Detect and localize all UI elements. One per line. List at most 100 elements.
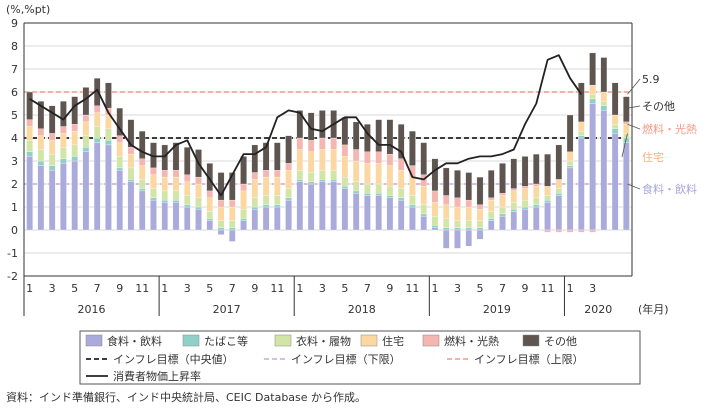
bar-segment-clothing xyxy=(397,188,405,198)
bar-segment-housing xyxy=(465,206,472,221)
x-month-label: 3 xyxy=(184,282,191,295)
bar-segment-clothing xyxy=(375,183,382,194)
bar-segment-food xyxy=(172,202,180,231)
bar-segment-clothing xyxy=(37,149,45,162)
bar-segment-clothing xyxy=(319,170,326,180)
bar-segment-tobacco xyxy=(48,165,56,171)
bar-segment-tobacco xyxy=(386,195,394,198)
y-tick-label: 1 xyxy=(11,201,18,214)
bar-segment-clothing xyxy=(510,202,518,210)
bar-segment-tobacco xyxy=(611,128,619,134)
bar-segment-tobacco xyxy=(307,181,315,185)
bar-segment-fuel xyxy=(307,140,315,152)
bar-segment-clothing xyxy=(296,170,304,180)
bar-segment-other xyxy=(623,96,630,123)
bar-segment-food xyxy=(262,206,270,231)
bar-segment-tobacco xyxy=(184,204,191,208)
bar-segment-fuel xyxy=(442,195,450,205)
bar-segment-other xyxy=(364,124,371,152)
bar-segment-housing xyxy=(555,179,563,189)
bar-segment-tobacco xyxy=(217,227,225,231)
bar-segment-tobacco xyxy=(206,218,214,221)
y-tick-label: 4 xyxy=(11,132,18,145)
x-month-label: 5 xyxy=(477,282,484,295)
side-leader-food xyxy=(627,183,641,190)
bar-segment-food xyxy=(544,202,551,231)
y-tick-label: 9 xyxy=(11,17,18,30)
bar-segment-food xyxy=(589,103,596,231)
bar-segment-other xyxy=(476,176,484,205)
bar-segment-other xyxy=(397,124,405,159)
bar-segment-food xyxy=(105,144,112,231)
bar-segment-clothing xyxy=(217,220,225,228)
y-tick-label: -1 xyxy=(7,247,18,260)
bar-segment-housing xyxy=(26,126,33,141)
bar-segment-tobacco xyxy=(127,179,135,182)
bar-segment-housing xyxy=(476,209,484,221)
bar-segment-housing xyxy=(544,186,551,196)
bar-segment-fuel xyxy=(499,193,506,196)
bar-segment-food xyxy=(409,206,416,231)
bar-segment-clothing xyxy=(589,94,596,100)
bar-segment-other xyxy=(240,156,247,185)
bar-segment-housing xyxy=(341,156,349,178)
side-leader-cpi xyxy=(627,78,641,95)
bar-segment-housing xyxy=(533,186,540,198)
bar-segment-clothing xyxy=(488,211,495,219)
bar-segment-housing xyxy=(375,163,382,185)
bar-segment-housing xyxy=(240,190,247,210)
bar-segment-tobacco xyxy=(510,209,518,212)
bar-segment-other xyxy=(206,163,214,192)
bar-segment-food xyxy=(285,199,292,231)
cpi-line-layer xyxy=(29,54,583,197)
x-month-label: 7 xyxy=(229,282,236,295)
bar-segment-fuel xyxy=(589,229,596,233)
x-month-label: 7 xyxy=(364,282,371,295)
bar-segment-other xyxy=(465,172,472,201)
bar-segment-fuel xyxy=(172,170,180,178)
bar-segment-tobacco xyxy=(578,135,585,139)
bar-segment-tobacco xyxy=(454,227,461,231)
gridlines xyxy=(24,22,632,277)
bar-segment-clothing xyxy=(454,220,461,228)
bar-segment-fuel xyxy=(26,119,33,127)
bar-segment-housing xyxy=(251,179,259,198)
side-leader-housing xyxy=(621,133,628,158)
bar-segment-other xyxy=(375,119,382,152)
source-note: 資料：インド準備銀行、インド中央統計局、CEIC Database から作成。 xyxy=(6,391,367,404)
bar-segment-other xyxy=(566,114,574,152)
bar-segment-clothing xyxy=(330,170,337,180)
bar-segment-tobacco xyxy=(544,199,551,203)
bar-segment-tobacco xyxy=(37,160,45,166)
side-label-fuel: 燃料・光熱 xyxy=(642,122,697,136)
bar-segment-housing xyxy=(431,202,439,217)
bar-segment-tobacco xyxy=(285,197,292,201)
side-leader-other xyxy=(627,105,641,109)
bar-segment-fuel xyxy=(217,199,225,208)
bar-segment-tobacco xyxy=(262,204,270,208)
bar-segment-tobacco xyxy=(420,213,427,217)
bar-segment-tobacco xyxy=(274,204,281,208)
bar-segment-fuel xyxy=(330,137,337,150)
bar-segment-fuel xyxy=(37,128,45,136)
bar-segment-other xyxy=(26,91,33,120)
y-tick-label: -2 xyxy=(7,270,18,283)
bar-segment-clothing xyxy=(26,140,33,152)
y-axis-unit-label: (%,%pt) xyxy=(6,3,50,16)
bar-segment-clothing xyxy=(138,179,146,189)
bar-segment-other xyxy=(442,167,450,196)
bar-segment-tobacco xyxy=(150,197,157,201)
x-month-label: 3 xyxy=(589,282,596,295)
bar-segment-tobacco xyxy=(600,105,608,111)
bar-segment-fuel xyxy=(251,172,259,180)
bar-segment-fuel xyxy=(465,199,472,208)
x-month-label: 1 xyxy=(431,282,438,295)
bar-segment-other xyxy=(600,57,608,93)
x-month-label: 5 xyxy=(71,282,78,295)
bar-segment-fuel xyxy=(262,170,270,178)
bar-segment-other xyxy=(431,158,439,192)
bar-segment-other xyxy=(262,142,270,171)
bar-segment-housing xyxy=(510,190,518,203)
bar-segment-tobacco xyxy=(319,179,326,182)
